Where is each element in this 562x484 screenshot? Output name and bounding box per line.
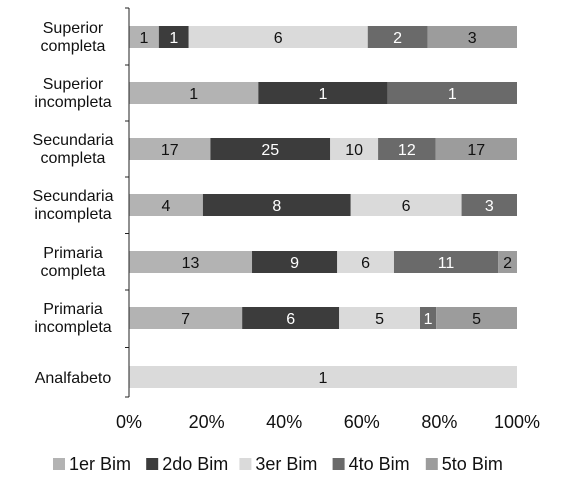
bar-segment-secundaria-incompleta-3er-bim bbox=[350, 194, 462, 216]
legend-label-3er-bim: 3er Bim bbox=[255, 454, 317, 474]
bar-value-label-primaria-completa-3er-bim: 6 bbox=[361, 255, 370, 272]
legend-label-1er-bim: 1er Bim bbox=[69, 454, 131, 474]
legend-swatch-5to-bim bbox=[425, 458, 438, 470]
bar-segment-secundaria-incompleta-2do-bim bbox=[202, 194, 351, 216]
category-label-line: Secundaria bbox=[33, 188, 114, 205]
bar-value-label-superior-completa-2do-bim: 1 bbox=[169, 30, 178, 47]
bar-segment-secundaria-incompleta-1er-bim bbox=[129, 194, 203, 216]
bar-value-label-primaria-incompleta-2do-bim: 6 bbox=[286, 311, 295, 328]
bar-value-label-superior-completa-3er-bim: 6 bbox=[274, 30, 283, 47]
category-label-line: completa bbox=[41, 263, 106, 280]
bar-value-label-superior-incompleta-4to-bim: 1 bbox=[448, 86, 457, 103]
legend-swatch-1er-bim bbox=[53, 458, 65, 470]
bar-value-label-primaria-incompleta-4to-bim: 1 bbox=[424, 311, 433, 328]
bar-value-label-superior-completa-1er-bim: 1 bbox=[139, 30, 148, 47]
bar-value-label-superior-completa-4to-bim: 2 bbox=[393, 30, 402, 47]
bar-value-label-superior-incompleta-1er-bim: 1 bbox=[189, 86, 198, 103]
category-label-analfabeto: Analfabeto bbox=[35, 370, 112, 387]
bar-segment-secundaria-completa-5to-bim bbox=[435, 138, 517, 160]
bar-value-label-primaria-completa-2do-bim: 9 bbox=[290, 255, 299, 272]
legend-swatch-2do-bim bbox=[146, 458, 159, 470]
category-label-line: Superior bbox=[43, 20, 104, 37]
bar-segment-primaria-incompleta-3er-bim bbox=[339, 307, 420, 329]
bar-value-label-secundaria-incompleta-2do-bim: 8 bbox=[272, 198, 281, 215]
category-label-line: completa bbox=[41, 150, 106, 167]
category-label-line: Primaria bbox=[43, 245, 103, 262]
legend-label-5to-bim: 5to Bim bbox=[442, 454, 503, 474]
axes-group bbox=[125, 7, 130, 398]
bar-segment-secundaria-completa-1er-bim bbox=[129, 138, 211, 160]
bar-segment-superior-incompleta-4to-bim bbox=[387, 82, 517, 104]
bar-segment-secundaria-incompleta-4to-bim bbox=[461, 194, 517, 216]
bar-value-label-primaria-incompleta-3er-bim: 5 bbox=[375, 311, 384, 328]
category-label-line: incompleta bbox=[34, 319, 111, 336]
bar-segment-analfabeto-3er-bim bbox=[129, 366, 517, 388]
category-label-line: incompleta bbox=[34, 206, 111, 223]
bar-value-label-secundaria-completa-2do-bim: 25 bbox=[261, 142, 279, 159]
category-label-primaria-completa: Primaria completa bbox=[41, 245, 106, 280]
bar-segment-primaria-completa-2do-bim bbox=[252, 251, 338, 273]
bar-value-label-secundaria-completa-5to-bim: 17 bbox=[467, 142, 485, 159]
bar-value-label-primaria-incompleta-1er-bim: 7 bbox=[181, 311, 190, 328]
x-tick-label: 40% bbox=[266, 412, 302, 432]
bar-value-label-primaria-completa-5to-bim: 2 bbox=[503, 255, 512, 272]
category-label-line: incompleta bbox=[34, 94, 111, 111]
bar-value-label-secundaria-incompleta-3er-bim: 6 bbox=[402, 198, 411, 215]
bar-value-label-primaria-incompleta-5to-bim: 5 bbox=[472, 311, 481, 328]
bar-segment-primaria-incompleta-5to-bim bbox=[436, 307, 517, 329]
x-tick-label: 60% bbox=[344, 412, 380, 432]
bar-value-label-superior-incompleta-2do-bim: 1 bbox=[319, 86, 328, 103]
bar-segment-primaria-incompleta-1er-bim bbox=[129, 307, 243, 329]
bar-segment-primaria-completa-4to-bim bbox=[393, 251, 499, 273]
bar-value-label-secundaria-incompleta-4to-bim: 3 bbox=[485, 198, 494, 215]
legend: 1er Bim 2do Bim 3er Bim 4to Bim 5to Bim bbox=[53, 454, 503, 474]
category-label-line: Secundaria bbox=[33, 132, 114, 149]
bar-value-label-primaria-completa-4to-bim: 11 bbox=[438, 255, 455, 272]
bar-value-label-secundaria-completa-1er-bim: 17 bbox=[161, 142, 179, 159]
bar-segment-primaria-completa-5to-bim bbox=[498, 251, 517, 273]
bar-segment-superior-completa-1er-bim bbox=[129, 26, 159, 48]
bar-segment-primaria-incompleta-2do-bim bbox=[242, 307, 340, 329]
bar-segment-secundaria-completa-4to-bim bbox=[378, 138, 436, 160]
legend-label-4to-bim: 4to Bim bbox=[349, 454, 410, 474]
bar-value-label-secundaria-incompleta-1er-bim: 4 bbox=[161, 198, 170, 215]
bar-segment-superior-completa-4to-bim bbox=[367, 26, 428, 48]
x-tick-label: 80% bbox=[421, 412, 457, 432]
bar-value-label-analfabeto-3er-bim: 1 bbox=[319, 370, 328, 387]
category-label-line: Superior bbox=[43, 76, 104, 93]
bar-segment-primaria-incompleta-4to-bim bbox=[420, 307, 437, 329]
legend-swatch-3er-bim bbox=[239, 458, 252, 470]
category-label-primaria-incompleta: Primaria incompleta bbox=[34, 301, 111, 336]
category-label-line: completa bbox=[41, 38, 106, 55]
bar-value-label-secundaria-completa-3er-bim: 10 bbox=[345, 142, 363, 159]
category-label-secundaria-completa: Secundaria completa bbox=[33, 132, 114, 167]
bars-group: 1 1 6 2 31 1 117 25 10 12 174 8 6 313 9 6 11 27 6 5 1 51 bbox=[129, 26, 517, 388]
bar-segment-secundaria-completa-3er-bim bbox=[330, 138, 379, 160]
bar-segment-superior-incompleta-2do-bim bbox=[258, 82, 388, 104]
category-label-line: Primaria bbox=[43, 301, 103, 318]
bar-value-label-primaria-completa-1er-bim: 13 bbox=[182, 255, 200, 272]
category-label-superior-incompleta: Superior incompleta bbox=[34, 76, 111, 111]
x-tick-label: 20% bbox=[189, 412, 225, 432]
legend-label-2do-bim: 2do Bim bbox=[162, 454, 228, 474]
bar-segment-secundaria-completa-2do-bim bbox=[210, 138, 331, 160]
bar-segment-superior-incompleta-1er-bim bbox=[129, 82, 259, 104]
bar-segment-superior-completa-2do-bim bbox=[158, 26, 189, 48]
bar-value-label-superior-completa-5to-bim: 3 bbox=[468, 30, 477, 47]
category-label-secundaria-incompleta: Secundaria incompleta bbox=[33, 188, 114, 223]
bar-value-label-secundaria-completa-4to-bim: 12 bbox=[398, 142, 416, 159]
bar-segment-superior-completa-3er-bim bbox=[188, 26, 368, 48]
x-tick-labels-group: 0% 20% 40% 60% 80% 100% bbox=[116, 412, 540, 432]
legend-swatch-4to-bim bbox=[332, 458, 345, 470]
x-tick-label: 0% bbox=[116, 412, 142, 432]
category-label-superior-completa: Superior completa bbox=[41, 20, 106, 55]
x-tick-label: 100% bbox=[494, 412, 540, 432]
bar-segment-primaria-completa-3er-bim bbox=[337, 251, 394, 273]
bar-segment-primaria-completa-1er-bim bbox=[129, 251, 253, 273]
bar-segment-superior-completa-5to-bim bbox=[427, 26, 517, 48]
